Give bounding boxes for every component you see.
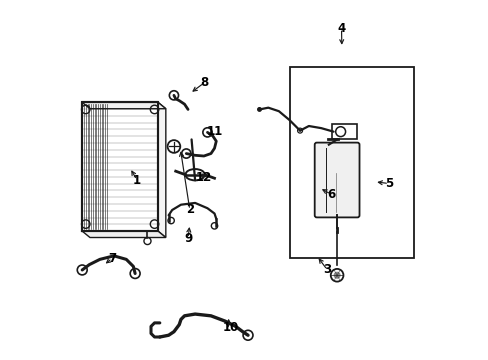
Circle shape: [334, 273, 339, 278]
Circle shape: [257, 108, 261, 111]
Polygon shape: [82, 102, 158, 231]
Text: 10: 10: [222, 321, 238, 334]
Text: 2: 2: [185, 203, 193, 216]
Text: 7: 7: [108, 252, 116, 265]
Bar: [290, 67, 413, 258]
Polygon shape: [82, 231, 165, 238]
Text: 3: 3: [323, 264, 331, 276]
Text: 11: 11: [206, 125, 222, 138]
Text: 4: 4: [337, 22, 345, 35]
Polygon shape: [82, 102, 165, 109]
Text: 12: 12: [195, 171, 212, 184]
Text: 9: 9: [183, 232, 192, 245]
Text: 8: 8: [200, 76, 207, 90]
Polygon shape: [158, 102, 165, 238]
Bar: [331, 123, 356, 139]
Text: 1: 1: [133, 174, 141, 186]
Bar: [82, 102, 108, 231]
FancyBboxPatch shape: [314, 143, 359, 217]
Text: 5: 5: [384, 177, 392, 190]
Text: 6: 6: [326, 188, 334, 201]
